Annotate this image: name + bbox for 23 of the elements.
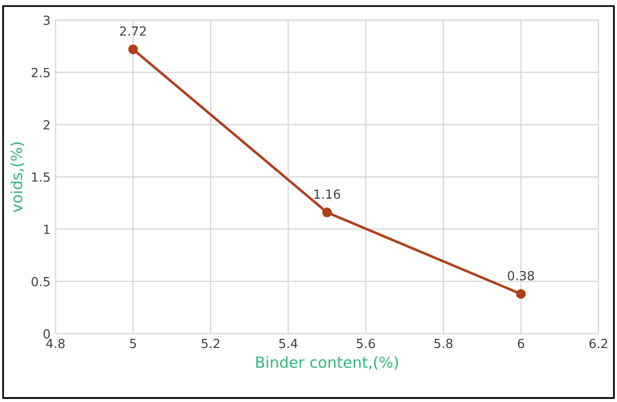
y-tick-label: 2.5: [32, 68, 50, 78]
point: [322, 208, 332, 218]
x-tick-label: 5: [130, 338, 136, 348]
x-tick-label: 4.8: [46, 338, 65, 348]
y-tick-label: 0: [44, 329, 50, 339]
y-tick-label: 1.5: [32, 172, 50, 182]
x-tick-label: 5.8: [434, 338, 452, 348]
x-tick-label: 6.2: [589, 338, 608, 348]
y-tick-label: 0.5: [32, 276, 50, 286]
x-tick-label: 5.6: [356, 338, 375, 348]
x-axis-title: Binder content,(%): [256, 356, 398, 370]
y-tick-label: 2: [44, 120, 50, 130]
point: [516, 289, 526, 299]
data-label: 2.72: [120, 26, 146, 36]
data-label: 1.16: [314, 189, 340, 199]
point: [128, 44, 138, 54]
x-tick-label: 6: [518, 338, 524, 348]
data-label: 0.38: [508, 270, 534, 280]
y-axis-title: voids,(%): [10, 142, 24, 212]
y-tick-label: 3: [44, 16, 50, 26]
x-tick-label: 5.2: [202, 338, 220, 348]
x-tick-label: 5.4: [279, 338, 298, 348]
y-tick-label: 1: [44, 224, 50, 234]
